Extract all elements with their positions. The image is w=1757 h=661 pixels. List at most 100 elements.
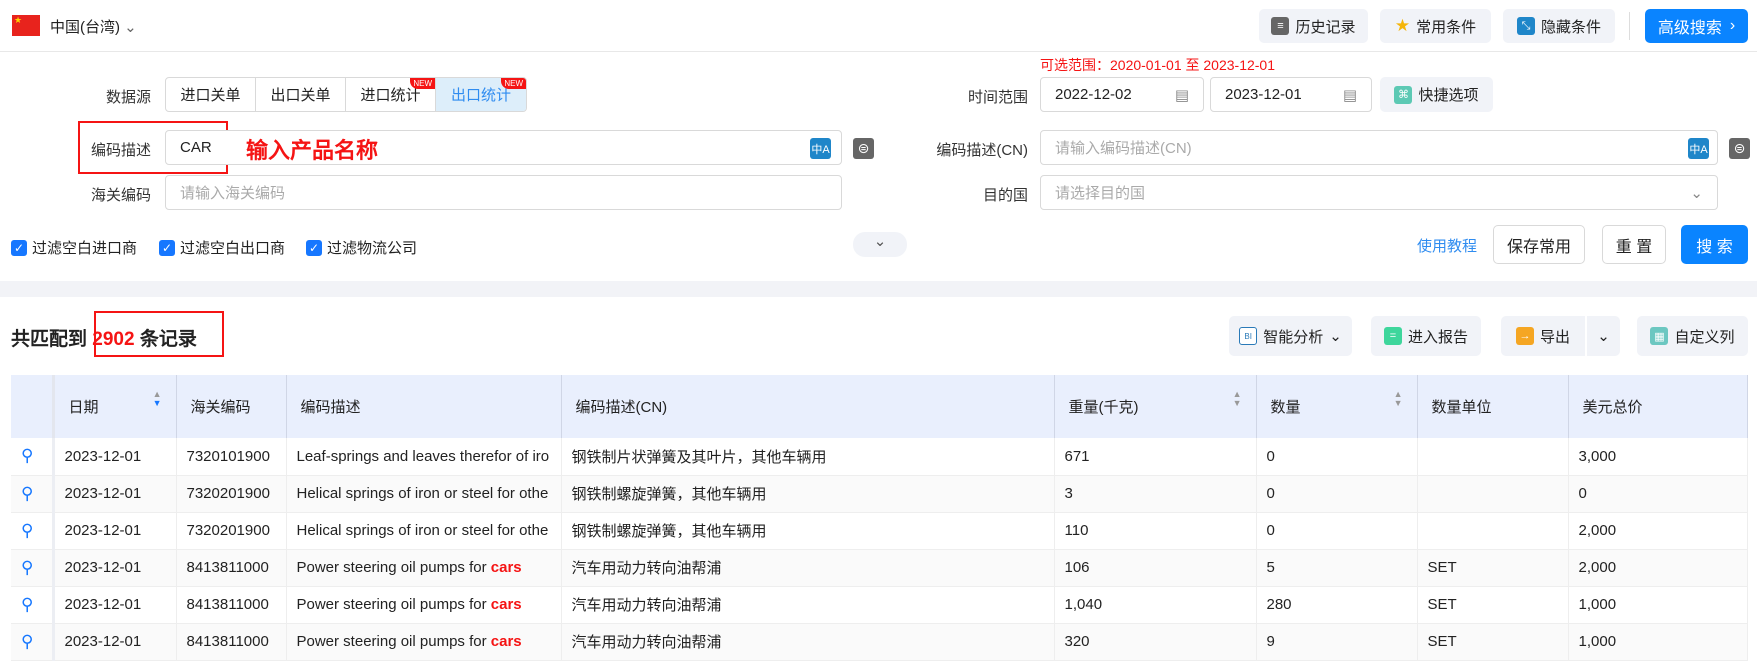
detail-search-icon[interactable]: ⚲ bbox=[11, 623, 55, 661]
sort-icon[interactable]: ▲ ▼ bbox=[1232, 389, 1242, 408]
desc-highlight: cars bbox=[490, 559, 522, 576]
header-label: 数量 bbox=[1270, 399, 1301, 416]
search-mode-icon[interactable]: ⊜ bbox=[853, 138, 874, 159]
search-button[interactable]: 搜 索 bbox=[1681, 225, 1748, 264]
report-label: 进入报告 bbox=[1407, 328, 1468, 346]
advanced-search-button[interactable]: 高级搜索 › bbox=[1645, 9, 1748, 43]
desc-cn-input[interactable]: 请输入编码描述(CN) bbox=[1040, 130, 1718, 165]
column-header: 数量单位 bbox=[1417, 375, 1569, 438]
checkbox-label: 过滤物流公司 bbox=[327, 240, 418, 257]
tab-label: 出口统计 bbox=[450, 87, 511, 104]
dest-label: 目的国 bbox=[982, 187, 1028, 204]
header-action bbox=[11, 375, 55, 438]
report-button[interactable]: = 进入报告 bbox=[1371, 316, 1481, 356]
cell-unit bbox=[1417, 438, 1569, 476]
section-divider bbox=[0, 281, 1757, 297]
collapse-icon: ⤡ bbox=[1516, 17, 1535, 35]
cell-desc: Helical springs of iron or steel for oth… bbox=[286, 475, 562, 513]
cell-unit bbox=[1417, 512, 1569, 550]
header-label: 编码描述 bbox=[300, 399, 361, 416]
command-icon: ⌘ bbox=[1394, 85, 1413, 104]
date-from-input[interactable]: 2022-12-02 ▤ bbox=[1040, 77, 1204, 112]
cell-desc-cn: 钢铁制螺旋弹簧，其他车辆用 bbox=[561, 512, 1055, 550]
detail-search-icon[interactable]: ⚲ bbox=[11, 438, 55, 476]
result-prefix: 共匹配到 bbox=[11, 329, 88, 350]
table-row[interactable]: ⚲ 2023-12-01 7320201900 Helical springs of … bbox=[11, 512, 1748, 550]
cell-hs-code: 8413811000 bbox=[176, 549, 287, 587]
favorites-button[interactable]: ★ 常用条件 bbox=[1380, 9, 1491, 43]
desc-input[interactable]: CAR bbox=[165, 130, 842, 165]
cell-quantity: 9 bbox=[1256, 623, 1418, 661]
search-mode-icon[interactable]: ⊜ bbox=[1729, 138, 1750, 159]
results-table: 日期▲▼海关编码编码描述编码描述(CN)目的国重量(千克)▲▼数量▲▼数量单位美… bbox=[11, 375, 1748, 661]
star-icon: ★ bbox=[1394, 16, 1411, 35]
reset-button[interactable]: 重 置 bbox=[1602, 225, 1666, 264]
hs-input[interactable]: 请输入海关编码 bbox=[165, 175, 842, 210]
table-row[interactable]: ⚲ 2023-12-01 8413811000 Power steering oil … bbox=[11, 586, 1748, 624]
cell-hs-code: 8413811000 bbox=[176, 586, 287, 624]
table-row[interactable]: ⚲ 2023-12-01 8413811000 Power steering oil … bbox=[11, 549, 1748, 587]
translate-icon[interactable]: 中A bbox=[1688, 138, 1709, 159]
sort-icon[interactable]: ▲ ▼ bbox=[1393, 389, 1403, 408]
header-label: 日期 bbox=[68, 399, 99, 416]
chevron-right-icon: › bbox=[1729, 17, 1736, 34]
highlight-box bbox=[94, 311, 224, 357]
source-tab[interactable]: 进口关单 bbox=[166, 78, 256, 111]
chevron-down-icon: ⌄ bbox=[873, 233, 887, 250]
cell-quantity: 280 bbox=[1256, 586, 1418, 624]
sort-icon[interactable]: ▲ ▼ bbox=[152, 389, 162, 408]
cell-usd-total: 0 bbox=[1568, 475, 1748, 513]
cell-date: 2023-12-01 bbox=[53, 512, 177, 550]
column-header: 海关编码 bbox=[176, 375, 287, 438]
desc-cn-label: 编码描述(CN) bbox=[936, 142, 1028, 159]
column-header[interactable]: 数量 ▲ ▼ bbox=[1256, 375, 1418, 438]
expand-toggle[interactable]: ⌄ bbox=[853, 232, 907, 257]
dest-select[interactable]: 请选择目的国 ⌄ bbox=[1040, 175, 1718, 210]
detail-search-icon[interactable]: ⚲ bbox=[11, 549, 55, 587]
cell-unit: SET bbox=[1417, 586, 1569, 624]
country-selector[interactable]: 中国(台湾) ⌄ bbox=[50, 16, 137, 37]
column-header[interactable]: 日期 ▲ ▼ bbox=[53, 375, 177, 438]
smart-analysis-button[interactable]: BI 智能分析 ⌄ bbox=[1229, 316, 1352, 356]
cell-usd-total: 3,000 bbox=[1568, 438, 1748, 476]
export-dropdown[interactable]: ⌄ bbox=[1587, 316, 1620, 356]
hide-label: 隐藏条件 bbox=[1540, 18, 1601, 36]
table-row[interactable]: ⚲ 2023-12-01 7320101900 Leaf-springs and le… bbox=[11, 438, 1748, 476]
chevron-down-icon: ⌄ bbox=[1597, 328, 1610, 345]
translate-icon[interactable]: 中A bbox=[810, 138, 831, 159]
filter-logistics-checkbox[interactable]: ✓ 过滤物流公司 bbox=[306, 237, 417, 258]
tab-label: 出口关单 bbox=[270, 87, 331, 104]
export-label: 导出 bbox=[1539, 328, 1570, 346]
detail-search-icon[interactable]: ⚲ bbox=[11, 512, 55, 550]
custom-columns-button[interactable]: ▦ 自定义列 bbox=[1637, 316, 1748, 356]
cell-unit: SET bbox=[1417, 623, 1569, 661]
columns-icon: ▦ bbox=[1650, 327, 1669, 345]
tutorial-link[interactable]: 使用教程 bbox=[1417, 238, 1478, 255]
result-suffix: 条记录 bbox=[139, 329, 197, 350]
source-tab[interactable]: 进口统计 NEW bbox=[346, 78, 436, 111]
save-favorite-button[interactable]: 保存常用 bbox=[1493, 225, 1585, 264]
date-to-value: 2023-12-01 bbox=[1225, 86, 1302, 103]
chevron-down-icon: ⌄ bbox=[1690, 184, 1703, 202]
check-icon: ✓ bbox=[159, 239, 175, 256]
detail-search-icon[interactable]: ⚲ bbox=[11, 586, 55, 624]
table-row[interactable]: ⚲ 2023-12-01 7320201900 Helical springs of … bbox=[11, 475, 1748, 513]
filter-importer-checkbox[interactable]: ✓ 过滤空白进口商 bbox=[11, 237, 137, 258]
desc-text: Power steering oil pumps for bbox=[296, 559, 491, 576]
quick-options-button[interactable]: ⌘ 快捷选项 bbox=[1380, 77, 1493, 112]
hide-conditions-button[interactable]: ⤡ 隐藏条件 bbox=[1503, 9, 1615, 43]
history-button[interactable]: ≡ 历史记录 bbox=[1259, 9, 1368, 43]
table-row[interactable]: ⚲ 2023-12-01 8413811000 Power steering oil … bbox=[11, 623, 1748, 661]
column-header: 编码描述(CN) bbox=[561, 375, 1055, 438]
source-tab[interactable]: 出口关单 bbox=[256, 78, 346, 111]
source-tab[interactable]: 出口统计 NEW bbox=[436, 78, 526, 111]
column-header[interactable]: 重量(千克) ▲ ▼ bbox=[1054, 375, 1257, 438]
detail-search-icon[interactable]: ⚲ bbox=[11, 475, 55, 513]
filter-exporter-checkbox[interactable]: ✓ 过滤空白出口商 bbox=[159, 237, 285, 258]
advanced-label: 高级搜索 bbox=[1657, 20, 1722, 37]
export-button[interactable]: → 导出 bbox=[1501, 316, 1585, 356]
desc-text: Leaf-springs and leaves therefor of iro bbox=[296, 447, 550, 465]
cell-weight: 106 bbox=[1054, 549, 1257, 587]
cell-desc-cn: 钢铁制螺旋弹簧，其他车辆用 bbox=[561, 475, 1055, 513]
date-to-input[interactable]: 2023-12-01 ▤ bbox=[1210, 77, 1372, 112]
